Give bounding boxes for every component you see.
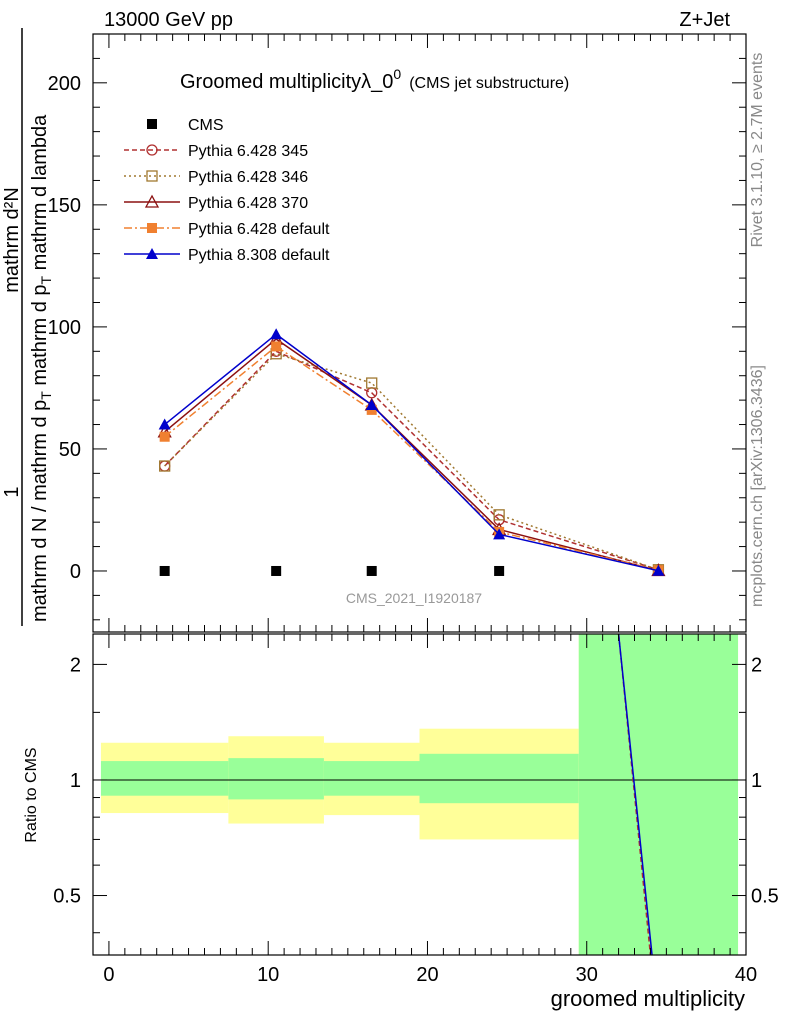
y-label-denominator-main: mathrm d N / mathrm d p (29, 400, 51, 622)
x-tick-label: 40 (735, 964, 757, 986)
plot-title-main: Groomed multiplicityλ_0 (180, 71, 393, 93)
series-line-2 (164, 352, 659, 571)
ratio-ytick-label-right: 1 (751, 770, 762, 792)
ratio-line-0 (617, 633, 652, 956)
ratio-ytick-label-right: 0.5 (751, 886, 779, 908)
data-point-0-1 (271, 565, 282, 576)
main-ytick-label: 100 (48, 317, 81, 339)
ratio-ytick-label-right: 2 (751, 654, 762, 676)
main-y-label: 1 mathrm d N / mathrm d pT mathrm d pT m… (1, 28, 54, 626)
x-tick-label: 10 (257, 964, 279, 986)
side-label-rivet: Rivet 3.1.10, ≥ 2.7M events (749, 53, 766, 248)
plot-title-superscript: 0 (393, 66, 401, 82)
x-axis-label: groomed multiplicity (551, 986, 745, 1011)
analysis-watermark: CMS_2021_I1920187 (346, 590, 482, 606)
legend-marker-2 (146, 170, 158, 182)
legend-label-4: Pythia 6.428 default (188, 221, 330, 238)
data-point-0-0 (159, 565, 170, 576)
ratio-ytick-label: 0.5 (53, 886, 81, 908)
main-frame (92, 33, 747, 633)
legend-label-2: Pythia 6.428 346 (188, 169, 308, 186)
data-point-2-0 (159, 460, 171, 472)
data-point-5-0 (158, 418, 171, 430)
ratio-ytick-label: 1 (70, 770, 81, 792)
ratio-band-inner-1 (228, 758, 324, 800)
data-point-4-1 (271, 341, 282, 352)
data-point-0-2 (366, 565, 377, 576)
ratio-band-inner-4 (578, 634, 739, 955)
plot-title-sub: (CMS jet substructure) (409, 75, 569, 92)
y-label-denominator-sub2: T (38, 275, 54, 284)
legend-label-1: Pythia 6.428 345 (188, 143, 308, 160)
x-tick-label: 20 (416, 964, 438, 986)
y-label-denominator: mathrm d N / mathrm d pT mathrm d pT mat… (29, 114, 54, 622)
legend-marker-3 (144, 194, 160, 208)
main-ytick-label: 50 (59, 439, 81, 461)
legend-marker-4 (147, 223, 157, 233)
ratio-ytick-label: 2 (70, 654, 81, 676)
y-label-denominator-tail: mathrm d p (29, 284, 51, 391)
legend-label-5: Pythia 8.308 default (188, 247, 330, 264)
data-point-5-1 (270, 328, 283, 340)
data-point-5-4 (652, 564, 665, 576)
data-point-5-3 (493, 528, 506, 540)
main-ytick-label: 0 (70, 561, 81, 583)
ratio-panel: 0.5 0.51 12 20 10 20 30 40 (53, 633, 779, 986)
side-label-mcplots: mcplots.cern.ch [arXiv:1306.3436] (749, 365, 766, 607)
ratio-y-label: Ratio to CMS (23, 747, 40, 842)
x-tick-label: 30 (576, 964, 598, 986)
main-panel: 0 50 100 150 200 (48, 33, 747, 633)
ratio-frame (92, 633, 747, 956)
data-point-2-3 (493, 509, 505, 521)
ratio-band-inner-0 (100, 761, 229, 796)
plot-title: Groomed multiplicityλ_00 (CMS jet substru… (180, 66, 569, 93)
header-final-state: Z+Jet (679, 9, 730, 31)
main-ytick-label: 150 (48, 195, 81, 217)
header-process: 13000 GeV pp (104, 9, 233, 31)
main-ytick-label: 200 (48, 73, 81, 95)
ratio-band-inner-3 (419, 753, 579, 804)
series-line-4 (164, 345, 659, 571)
legend: CMS Pythia 6.428 345 Pythia 6.428 346 Pythi… (124, 117, 330, 264)
legend-marker-1 (146, 144, 158, 156)
legend-label-3: Pythia 6.428 370 (188, 195, 308, 212)
y-label-denominator-tail2: mathrm d lambda (29, 114, 51, 276)
y-label-numerator: 1 (1, 486, 23, 497)
legend-marker-0 (147, 119, 157, 129)
data-point-2-2 (366, 377, 378, 389)
series-line-3 (164, 338, 659, 572)
x-tick-label: 0 (103, 964, 114, 986)
series-line-1 (164, 350, 659, 571)
legend-marker-5 (146, 248, 158, 259)
legend-label-0: CMS (188, 117, 224, 134)
y-label-num-tail: mathrm d²N (1, 187, 23, 293)
ratio-band-inner-2 (323, 761, 420, 796)
data-point-4-0 (159, 431, 170, 442)
y-label-denominator-sub: T (38, 391, 54, 400)
ratio-line-1 (617, 633, 653, 956)
data-point-0-3 (494, 565, 505, 576)
data-point-5-2 (365, 399, 378, 411)
